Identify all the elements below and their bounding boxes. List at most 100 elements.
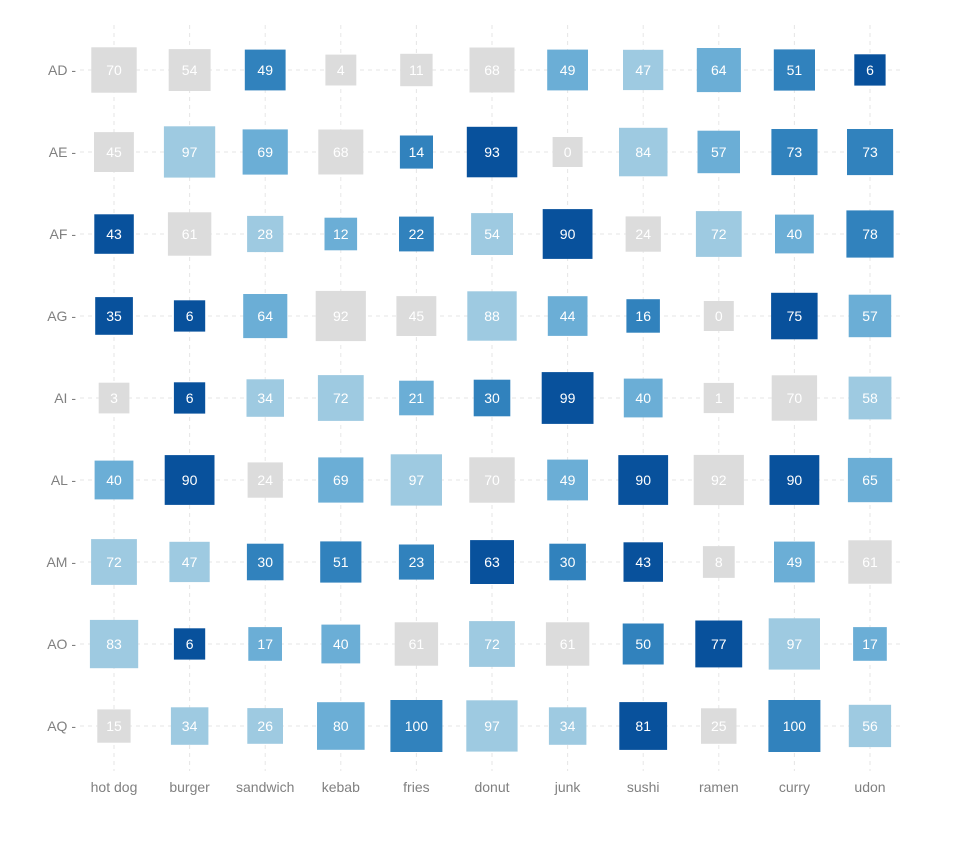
cell-value-label: 77 [711, 636, 727, 652]
heatmap-cell [89, 619, 139, 669]
cell-value-label: 100 [783, 718, 807, 734]
heatmap-cell [768, 618, 820, 670]
y-tick-label: AD - [48, 62, 76, 78]
cell-value-label: 81 [635, 718, 651, 734]
cell-value-label: 70 [106, 62, 122, 78]
heatmap-cell [168, 49, 211, 91]
heatmap-cell [693, 454, 744, 506]
heatmap-cell [695, 620, 743, 668]
heatmap-cell [774, 541, 815, 583]
heatmap-cell [618, 455, 669, 505]
cell-value-label: 69 [257, 144, 273, 160]
cell-value-label: 61 [862, 554, 878, 570]
heatmap-cell [315, 290, 366, 342]
heatmap-cell [473, 379, 511, 417]
heatmap-cell [848, 294, 892, 338]
cell-value-label: 21 [409, 390, 425, 406]
cell-value-label: 1 [715, 390, 723, 406]
cell-value-label: 50 [635, 636, 651, 652]
heatmap-cell [703, 301, 734, 331]
heatmap-cell [398, 544, 434, 580]
cell-value-label: 90 [787, 472, 803, 488]
heatmap-cell [244, 49, 286, 91]
cell-value-label: 30 [560, 554, 576, 570]
cell-value-label: 22 [409, 226, 425, 242]
cell-value-label: 56 [862, 718, 878, 734]
heatmap-cell [623, 49, 664, 91]
cell-value-label: 68 [484, 62, 500, 78]
heatmap-cell [702, 546, 735, 578]
cell-value-label: 75 [787, 308, 803, 324]
heatmap-cell [394, 622, 439, 666]
x-tick-label: curry [779, 779, 810, 795]
heatmap-cells: 70 54 49 4 11 68 49 47 64 51 645 97 69 68 14 93 0 84 57 73 7… [89, 47, 894, 752]
heatmap-cell [470, 540, 514, 584]
cell-value-label: 90 [182, 472, 198, 488]
heatmap-cell [400, 53, 433, 87]
heatmap-cell [623, 378, 663, 418]
cell-value-label: 24 [635, 226, 651, 242]
heatmap-cell [541, 372, 594, 424]
heatmap-cell [695, 211, 742, 257]
heatmap-cell [173, 628, 206, 660]
heatmap-cell [317, 375, 364, 421]
heatmap-cell [167, 212, 212, 256]
heatmap-cell [771, 292, 818, 340]
cell-value-label: 57 [711, 144, 727, 160]
cell-value-label: 30 [484, 390, 500, 406]
cell-value-label: 49 [257, 62, 273, 78]
heatmap-cell [248, 627, 282, 661]
cell-value-label: 72 [484, 636, 500, 652]
x-tick-label: udon [854, 779, 885, 795]
cell-value-label: 12 [333, 226, 349, 242]
cell-value-label: 47 [635, 62, 651, 78]
x-tick-label: burger [169, 779, 210, 795]
cell-value-label: 99 [560, 390, 576, 406]
heatmap-cell [324, 217, 358, 251]
x-tick-label: sandwich [236, 779, 294, 795]
heatmap-cell [469, 457, 515, 503]
cell-value-label: 34 [182, 718, 198, 734]
cell-value-label: 26 [257, 718, 273, 734]
heatmap-cell [848, 376, 892, 420]
cell-value-label: 28 [257, 226, 273, 242]
cell-value-label: 17 [257, 636, 273, 652]
cell-value-label: 51 [333, 554, 349, 570]
heatmap-cell [846, 210, 894, 258]
heatmap-cell [243, 294, 288, 339]
heatmap-cell [768, 700, 821, 752]
heatmap-cell [552, 137, 583, 167]
cell-value-label: 92 [333, 308, 349, 324]
heatmap-cell [97, 709, 131, 743]
heatmap-cell [701, 708, 737, 744]
heatmap-cell [247, 462, 283, 498]
heatmap-cell [471, 213, 513, 255]
heatmap-cell [173, 300, 206, 332]
cell-value-label: 57 [862, 308, 878, 324]
cell-value-label: 45 [409, 308, 425, 324]
y-tick-label: AQ - [47, 718, 76, 734]
heatmap-cell [547, 459, 588, 501]
cell-value-label: 68 [333, 144, 349, 160]
heatmap-cell [321, 624, 361, 664]
heatmap-cell [697, 130, 740, 174]
cell-value-label: 72 [106, 554, 122, 570]
cell-value-label: 47 [182, 554, 198, 570]
cell-value-label: 54 [484, 226, 500, 242]
x-tick-label: ramen [699, 779, 739, 795]
x-tick-label: fries [403, 779, 429, 795]
cell-value-label: 4 [337, 62, 345, 78]
heatmap-cell [769, 455, 820, 505]
heatmap-cell [542, 209, 593, 259]
cell-value-label: 11 [409, 62, 424, 78]
heatmap-cell [854, 54, 886, 86]
cell-value-label: 3 [110, 390, 118, 406]
cell-value-label: 73 [862, 144, 878, 160]
cell-value-label: 43 [106, 226, 122, 242]
cell-value-label: 72 [711, 226, 727, 242]
cell-value-label: 16 [635, 308, 651, 324]
y-tick-label: AM - [46, 554, 76, 570]
heatmap-cell [548, 707, 587, 745]
cell-value-label: 0 [564, 144, 572, 160]
